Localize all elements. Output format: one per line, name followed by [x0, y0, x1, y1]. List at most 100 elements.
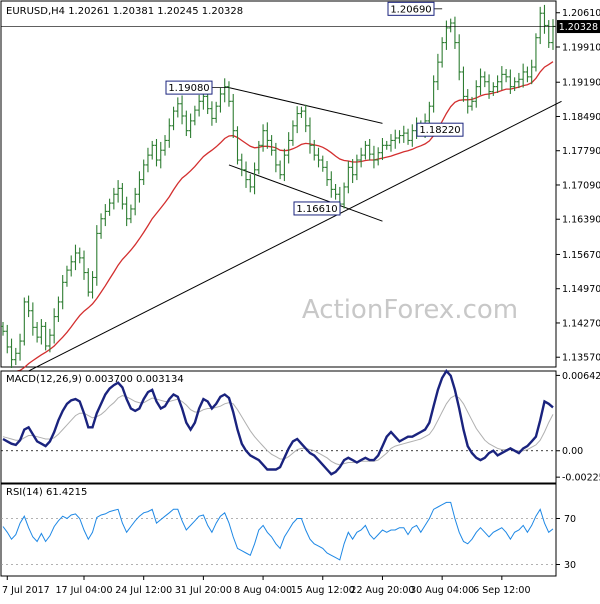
price-bar[interactable] — [457, 34, 462, 81]
price-bar[interactable] — [452, 16, 457, 49]
price-bar[interactable] — [180, 95, 185, 125]
price-bar[interactable] — [286, 132, 291, 164]
price-bar[interactable] — [235, 126, 240, 165]
price-bar[interactable] — [384, 140, 389, 150]
price-bar[interactable] — [56, 296, 61, 322]
price-bar[interactable] — [320, 155, 325, 172]
price-bar[interactable] — [120, 183, 125, 210]
price-bar[interactable] — [192, 105, 197, 126]
price-bar[interactable] — [380, 138, 385, 161]
price-bar[interactable] — [231, 93, 236, 139]
price-bar[interactable] — [244, 161, 249, 188]
price-bar[interactable] — [299, 106, 304, 118]
price-bar[interactable] — [239, 153, 244, 177]
price-bar[interactable] — [141, 159, 146, 185]
price-bar[interactable] — [205, 91, 210, 115]
price-bar[interactable] — [538, 6, 543, 45]
macd-lines[interactable] — [2, 369, 554, 476]
price-bar[interactable] — [13, 347, 18, 366]
price-bar[interactable] — [465, 89, 470, 114]
price-bar[interactable] — [252, 162, 257, 195]
price-bar[interactable] — [346, 161, 351, 194]
price-bar[interactable] — [371, 145, 376, 169]
price-bar[interactable] — [474, 80, 479, 108]
price-bar[interactable] — [307, 117, 312, 154]
price-bar[interactable] — [150, 140, 155, 160]
price-bar[interactable] — [410, 124, 415, 147]
price-bar[interactable] — [427, 101, 432, 126]
price-bar[interactable] — [86, 268, 91, 297]
price-bar[interactable] — [269, 135, 274, 156]
price-bar[interactable] — [376, 147, 381, 166]
price-bar[interactable] — [478, 68, 483, 95]
price-bar[interactable] — [18, 333, 23, 361]
price-bar[interactable] — [290, 120, 295, 146]
price-bar[interactable] — [133, 187, 138, 216]
price-bar[interactable] — [60, 275, 65, 310]
price-bar[interactable] — [529, 59, 534, 85]
price-bar[interactable] — [491, 82, 496, 96]
price-bar[interactable] — [278, 160, 283, 180]
price-bar[interactable] — [542, 4, 547, 34]
price-bar[interactable] — [504, 69, 509, 83]
price-bar[interactable] — [401, 125, 406, 143]
price-bar[interactable] — [461, 66, 466, 102]
price-bar[interactable] — [26, 295, 31, 318]
price-bar[interactable] — [77, 247, 82, 264]
price-bar[interactable] — [103, 204, 108, 227]
price-bar[interactable] — [82, 250, 87, 280]
price-bar[interactable] — [388, 134, 393, 152]
price-bar[interactable] — [303, 104, 308, 133]
price-bar[interactable] — [167, 118, 172, 148]
price-bar[interactable] — [440, 37, 445, 68]
price-bar[interactable] — [64, 265, 69, 287]
price-bar[interactable] — [333, 184, 338, 200]
price-bar[interactable] — [209, 101, 214, 126]
price-bar[interactable] — [111, 187, 116, 210]
price-bar[interactable] — [39, 319, 44, 345]
price-bar[interactable] — [218, 87, 223, 113]
price-bar[interactable] — [342, 182, 347, 209]
price-bar[interactable] — [163, 135, 168, 156]
price-bar[interactable] — [94, 225, 99, 286]
price-bar[interactable] — [512, 77, 517, 92]
price-bar[interactable] — [508, 69, 513, 94]
price-bar[interactable] — [197, 94, 202, 117]
price-bar[interactable] — [248, 174, 253, 193]
price-bar[interactable] — [30, 302, 35, 336]
price-bar[interactable] — [222, 78, 227, 103]
price-bar[interactable] — [329, 171, 334, 198]
rsi-line[interactable] — [2, 501, 554, 561]
price-bar[interactable] — [495, 75, 500, 93]
price-bar[interactable] — [546, 20, 551, 48]
price-bar[interactable] — [516, 72, 521, 89]
price-bar[interactable] — [363, 140, 368, 160]
price-bar[interactable] — [9, 338, 14, 368]
price-bar[interactable] — [256, 140, 261, 175]
price-bar[interactable] — [1, 321, 5, 336]
price-bar[interactable] — [525, 66, 530, 83]
price-bar[interactable] — [43, 321, 48, 351]
price-bar[interactable] — [354, 154, 359, 181]
price-bar[interactable] — [282, 148, 287, 182]
price-bar[interactable] — [487, 74, 492, 99]
price-bar[interactable] — [312, 139, 317, 161]
price-bar[interactable] — [431, 75, 436, 113]
price-bar[interactable] — [265, 122, 270, 149]
price-bar[interactable] — [175, 97, 180, 118]
price-bar[interactable] — [22, 297, 27, 346]
price-bar[interactable] — [226, 81, 231, 107]
price-bar[interactable] — [397, 130, 402, 144]
price-bar[interactable] — [73, 244, 78, 271]
price-bar[interactable] — [350, 159, 355, 184]
price-bars[interactable] — [1, 4, 555, 368]
price-bar[interactable] — [393, 129, 398, 149]
price-bar[interactable] — [533, 33, 538, 72]
price-bar[interactable] — [521, 63, 526, 88]
price-bar[interactable] — [435, 53, 440, 91]
price-bar[interactable] — [482, 71, 487, 88]
price-bar[interactable] — [316, 147, 321, 168]
price-bar[interactable] — [273, 142, 278, 173]
price-bar[interactable] — [69, 255, 74, 277]
price-bar[interactable] — [261, 124, 266, 152]
